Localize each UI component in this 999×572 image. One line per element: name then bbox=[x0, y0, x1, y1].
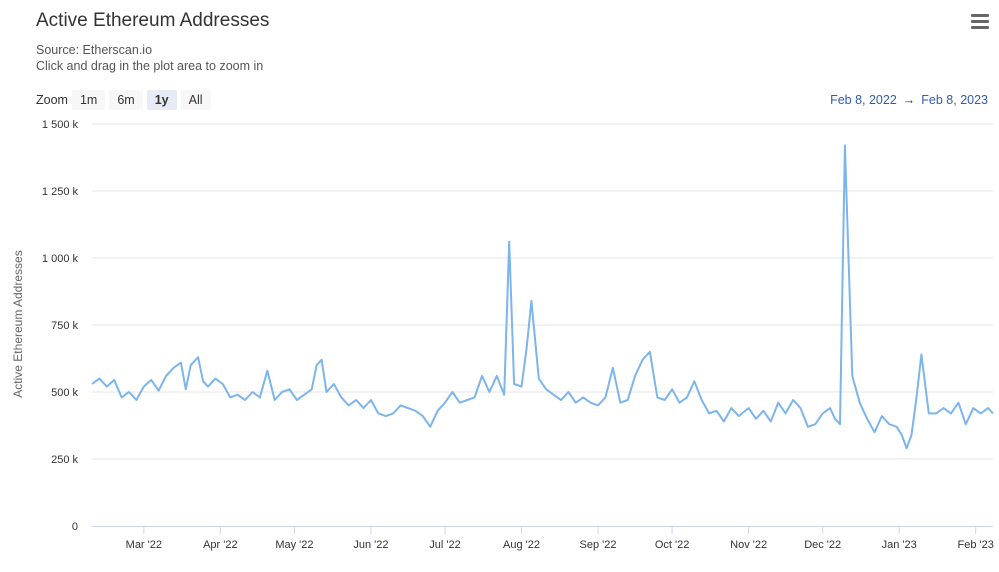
x-tick-label: Dec '22 bbox=[804, 539, 841, 551]
hamburger-menu-icon[interactable] bbox=[971, 14, 989, 30]
x-tick-label: Mar '22 bbox=[126, 539, 162, 551]
y-tick-label: 0 bbox=[72, 521, 78, 533]
series-line-active-addresses[interactable] bbox=[91, 144, 994, 450]
x-tick-label: Aug '22 bbox=[503, 539, 540, 551]
y-axis-ticks: 0 250 k 500 k 750 k 1 000 k 1 250 k 1 500 k bbox=[42, 119, 79, 533]
range-to[interactable]: Feb 8, 2023 bbox=[921, 93, 988, 107]
x-tick-label: Jan '23 bbox=[882, 539, 917, 551]
zoom-selector: Zoom 1m 6m 1y All bbox=[36, 90, 215, 110]
date-range: Feb 8, 2022 → Feb 8, 2023 bbox=[830, 93, 988, 107]
range-arrow: → bbox=[902, 93, 916, 107]
zoom-hint-text: Click and drag in the plot area to zoom … bbox=[36, 59, 264, 73]
chart-title: Active Ethereum Addresses bbox=[36, 10, 270, 31]
x-tick-label: Feb '23 bbox=[958, 539, 994, 551]
source-text: Source: Etherscan.io bbox=[36, 43, 153, 57]
chart-subtitle: Source: Etherscan.io Click and drag in t… bbox=[36, 42, 263, 74]
x-tick-label: Oct '22 bbox=[655, 539, 690, 551]
zoom-button-1y[interactable]: 1y bbox=[146, 90, 177, 110]
x-tick-label: Sep '22 bbox=[580, 539, 617, 551]
x-tick-label: Jun '22 bbox=[353, 539, 388, 551]
y-tick-label: 1 500 k bbox=[42, 119, 79, 131]
x-tick-label: Nov '22 bbox=[730, 539, 767, 551]
y-tick-label: 1 000 k bbox=[42, 253, 79, 265]
zoom-label: Zoom bbox=[36, 93, 68, 107]
x-tick-label: Apr '22 bbox=[203, 539, 238, 551]
zoom-button-6m[interactable]: 6m bbox=[109, 90, 143, 110]
range-from[interactable]: Feb 8, 2022 bbox=[830, 93, 897, 107]
x-tick-label: Jul '22 bbox=[429, 539, 460, 551]
y-tick-label: 250 k bbox=[51, 454, 78, 466]
x-axis: Mar '22 Apr '22 May '22 Jun '22 Jul '22 Aug '… bbox=[92, 526, 994, 551]
y-axis-title: Active Ethereum Addresses bbox=[11, 250, 25, 397]
grid-lines bbox=[92, 123, 993, 460]
zoom-button-all[interactable]: All bbox=[180, 90, 211, 110]
plot-area bbox=[91, 144, 994, 450]
zoom-button-1m[interactable]: 1m bbox=[71, 90, 106, 110]
x-tick-label: May '22 bbox=[275, 539, 313, 551]
y-tick-label: 750 k bbox=[51, 320, 78, 332]
y-tick-label: 500 k bbox=[51, 387, 78, 399]
y-tick-label: 1 250 k bbox=[42, 186, 79, 198]
